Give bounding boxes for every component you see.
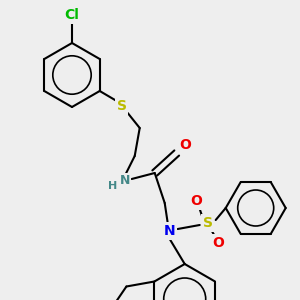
Text: N: N — [164, 224, 176, 238]
Text: S: S — [117, 99, 127, 113]
Text: N: N — [119, 175, 130, 188]
Text: S: S — [203, 216, 213, 230]
Text: O: O — [190, 194, 202, 208]
Text: H: H — [108, 181, 117, 191]
Text: Cl: Cl — [64, 8, 80, 22]
Text: O: O — [212, 236, 224, 250]
Text: O: O — [179, 138, 191, 152]
